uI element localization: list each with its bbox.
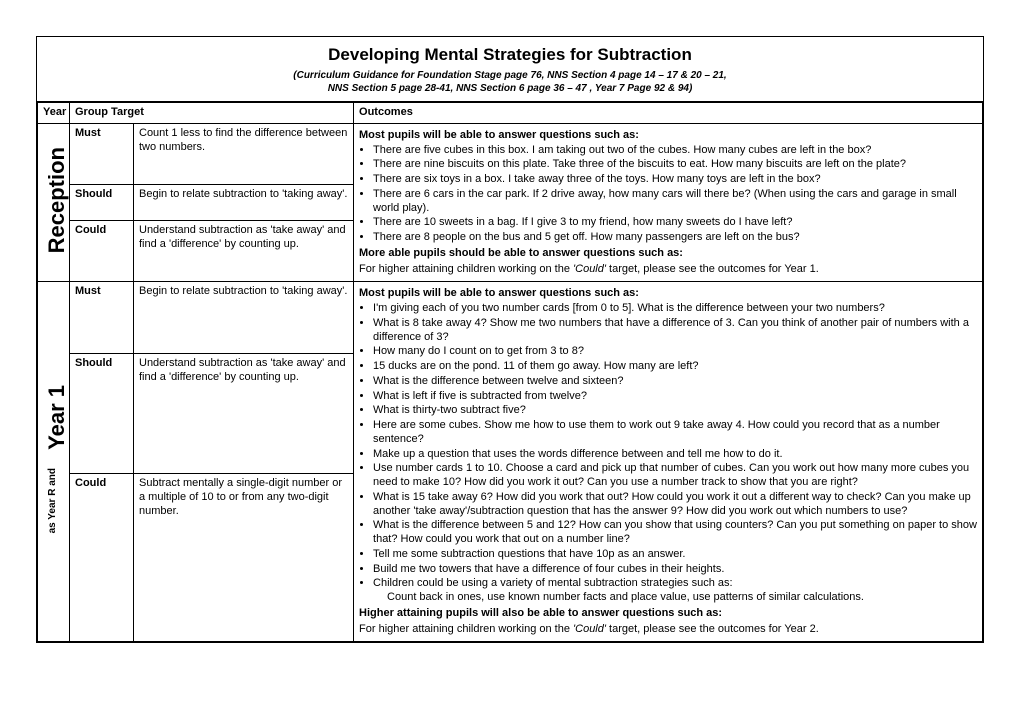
year1-should-level: Should xyxy=(70,354,134,474)
list-item: Use number cards 1 to 10. Choose a card … xyxy=(373,462,977,490)
year1-lead-higher: Higher attaining pupils will also be abl… xyxy=(359,607,977,621)
year1-must-row: Year 1 as Year R and Must Begin to relat… xyxy=(38,282,983,354)
text: Children could be using a variety of men… xyxy=(373,577,733,589)
reception-could-target: Understand subtraction as 'take away' an… xyxy=(134,221,354,282)
list-item: There are 6 cars in the car park. If 2 d… xyxy=(373,188,977,216)
text-italic: 'Could' xyxy=(573,623,606,635)
text: For higher attaining children working on… xyxy=(359,263,573,275)
text: target, please see the outcomes for Year… xyxy=(606,263,819,275)
list-item: What is left if five is subtracted from … xyxy=(373,390,977,404)
header-row: Year Group Target Outcomes xyxy=(38,103,983,124)
reception-lead-most: Most pupils will be able to answer quest… xyxy=(359,129,977,143)
year1-bullets: I'm giving each of you two number cards … xyxy=(359,302,977,576)
year1-outcomes: Most pupils will be able to answer quest… xyxy=(354,282,983,642)
list-item: What is the difference between twelve an… xyxy=(373,375,977,389)
text: For higher attaining children working on… xyxy=(359,623,573,635)
year1-should-target: Understand subtraction as 'take away' an… xyxy=(134,354,354,474)
list-item: There are nine biscuits on this plate. T… xyxy=(373,158,977,172)
year1-year-cell: Year 1 as Year R and xyxy=(38,282,70,642)
reception-lead-more: More able pupils should be able to answe… xyxy=(359,247,977,261)
header-outcomes: Outcomes xyxy=(354,103,983,124)
list-item: Make up a question that uses the words d… xyxy=(373,448,977,462)
text-italic: 'Could' xyxy=(573,263,606,275)
reception-year-cell: Reception xyxy=(38,123,70,282)
list-item: Here are some cubes. Show me how to use … xyxy=(373,419,977,447)
reception-must-target: Count 1 less to find the difference betw… xyxy=(134,123,354,184)
year1-could-target: Subtract mentally a single-digit number … xyxy=(134,474,354,642)
list-item: How many do I count on to get from 3 to … xyxy=(373,345,977,359)
list-item: There are six toys in a box. I take away… xyxy=(373,173,977,187)
year1-strategies: Children could be using a variety of men… xyxy=(359,577,977,605)
reception-outcomes: Most pupils will be able to answer quest… xyxy=(354,123,983,282)
list-item: Build me two towers that have a differen… xyxy=(373,563,977,577)
year1-lead-most: Most pupils will be able to answer quest… xyxy=(359,287,977,301)
subtitle-line1: (Curriculum Guidance for Foundation Stag… xyxy=(293,70,726,81)
page: Developing Mental Strategies for Subtrac… xyxy=(36,36,984,643)
subtitle-line2: NNS Section 5 page 28-41, NNS Section 6 … xyxy=(328,83,693,94)
list-item: There are 8 people on the bus and 5 get … xyxy=(373,231,977,245)
list-item: There are five cubes in this box. I am t… xyxy=(373,144,977,158)
list-item: I'm giving each of you two number cards … xyxy=(373,302,977,316)
main-table: Year Group Target Outcomes Reception Mus… xyxy=(37,102,983,642)
list-item: Tell me some subtraction questions that … xyxy=(373,548,977,562)
title-block: Developing Mental Strategies for Subtrac… xyxy=(37,37,983,102)
reception-must-row: Reception Must Count 1 less to find the … xyxy=(38,123,983,184)
text: Count back in ones, use known number fac… xyxy=(387,591,977,605)
year1-label-small: as Year R and xyxy=(47,468,60,533)
list-item: What is thirty-two subtract five? xyxy=(373,404,977,418)
list-item: 15 ducks are on the pond. 11 of them go … xyxy=(373,360,977,374)
reception-should-target: Begin to relate subtraction to 'taking a… xyxy=(134,184,354,221)
year1-must-level: Must xyxy=(70,282,134,354)
page-title: Developing Mental Strategies for Subtrac… xyxy=(49,45,971,65)
reception-label: Reception xyxy=(43,147,71,253)
reception-should-level: Should xyxy=(70,184,134,221)
header-group-target: Group Target xyxy=(70,103,354,124)
reception-must-level: Must xyxy=(70,123,134,184)
reception-bullets: There are five cubes in this box. I am t… xyxy=(359,144,977,245)
list-item: Children could be using a variety of men… xyxy=(373,577,977,605)
text: target, please see the outcomes for Year… xyxy=(606,623,819,635)
reception-more-text: For higher attaining children working on… xyxy=(359,263,977,277)
list-item: What is 15 take away 6? How did you work… xyxy=(373,491,977,519)
year1-label-big: Year 1 xyxy=(43,385,71,450)
year1-higher-text: For higher attaining children working on… xyxy=(359,623,977,637)
list-item: There are 10 sweets in a bag. If I give … xyxy=(373,216,977,230)
year1-could-level: Could xyxy=(70,474,134,642)
reception-could-level: Could xyxy=(70,221,134,282)
header-year: Year xyxy=(38,103,70,124)
list-item: What is the difference between 5 and 12?… xyxy=(373,519,977,547)
subtitle: (Curriculum Guidance for Foundation Stag… xyxy=(49,69,971,95)
year1-must-target: Begin to relate subtraction to 'taking a… xyxy=(134,282,354,354)
list-item: What is 8 take away 4? Show me two numbe… xyxy=(373,317,977,345)
